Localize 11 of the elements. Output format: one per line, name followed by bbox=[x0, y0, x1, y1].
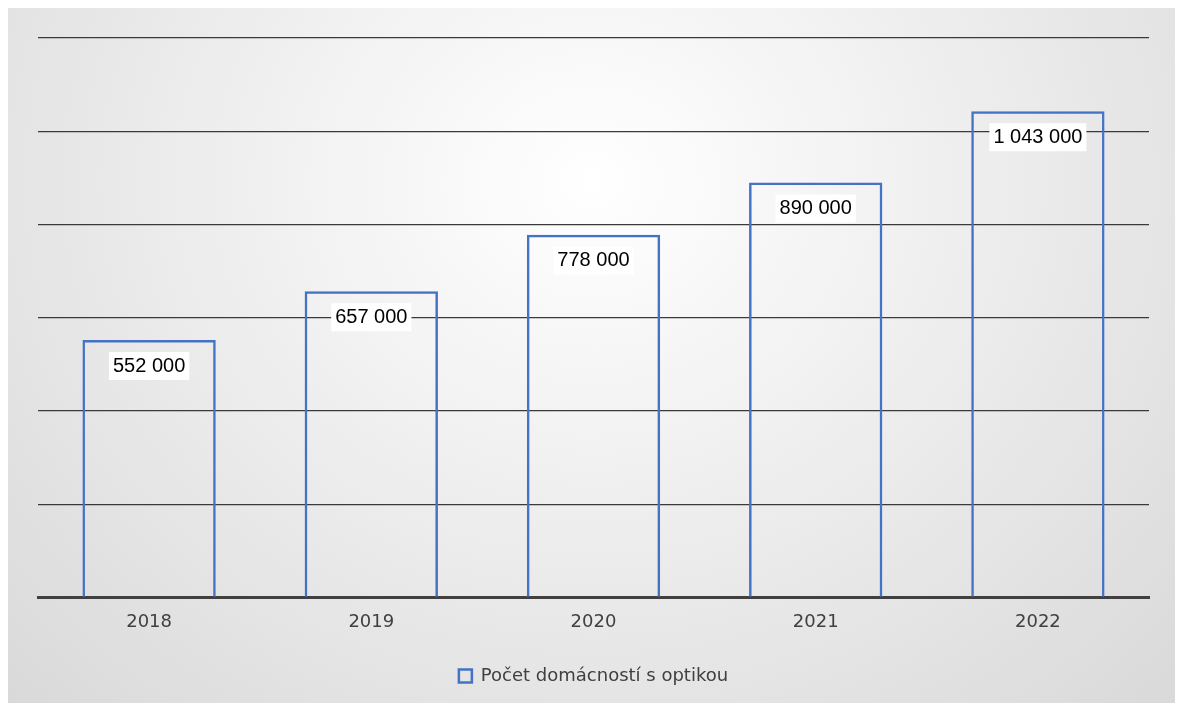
data-label: 1 043 000 bbox=[993, 124, 1083, 147]
x-tick-label: 2021 bbox=[792, 609, 839, 631]
x-tick-label: 2018 bbox=[126, 609, 173, 631]
x-tick-label: 2019 bbox=[348, 609, 395, 631]
data-label: 890 000 bbox=[779, 196, 852, 219]
legend-label: Počet domácností s optikou bbox=[480, 663, 729, 685]
x-tick-label: 2020 bbox=[570, 609, 617, 631]
data-label: 778 000 bbox=[557, 248, 630, 271]
data-label: 657 000 bbox=[335, 304, 408, 327]
data-label: 552 000 bbox=[112, 353, 186, 376]
x-tick-label: 2022 bbox=[1014, 609, 1061, 631]
